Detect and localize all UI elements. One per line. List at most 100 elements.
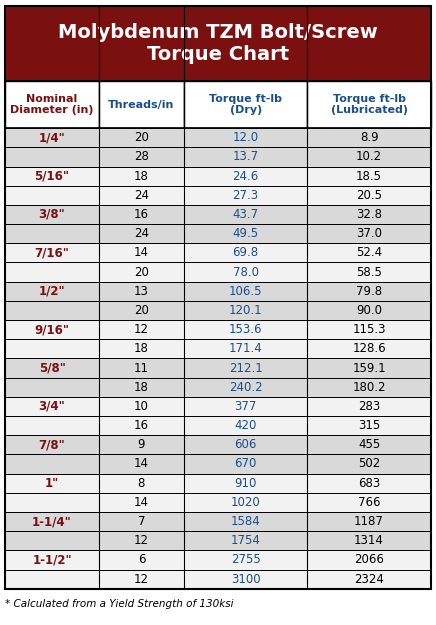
Text: Molybdenum TZM Bolt/Screw
Torque Chart: Molybdenum TZM Bolt/Screw Torque Chart bbox=[58, 23, 378, 64]
Text: 1/4": 1/4" bbox=[39, 131, 65, 144]
Text: 7/8": 7/8" bbox=[39, 438, 65, 451]
Bar bbox=[5, 282, 99, 301]
Text: 24: 24 bbox=[134, 227, 149, 240]
Bar bbox=[307, 301, 431, 320]
Bar bbox=[5, 435, 99, 454]
Bar bbox=[184, 301, 307, 320]
Text: 14: 14 bbox=[134, 246, 149, 259]
Bar bbox=[307, 569, 431, 589]
Text: 3/4": 3/4" bbox=[39, 400, 65, 413]
Bar bbox=[184, 148, 307, 166]
Text: 20: 20 bbox=[134, 304, 149, 317]
Bar bbox=[5, 81, 99, 128]
Text: Torque ft-lb
(Lubricated): Torque ft-lb (Lubricated) bbox=[330, 94, 408, 116]
Text: 12: 12 bbox=[134, 323, 149, 336]
Text: 502: 502 bbox=[358, 458, 380, 471]
Bar bbox=[307, 243, 431, 262]
Bar bbox=[184, 339, 307, 358]
Text: 670: 670 bbox=[235, 458, 257, 471]
Bar bbox=[5, 512, 99, 531]
Bar bbox=[5, 454, 99, 474]
Text: 5/8": 5/8" bbox=[39, 361, 65, 374]
Bar bbox=[5, 186, 99, 205]
Bar bbox=[99, 454, 184, 474]
Bar bbox=[99, 492, 184, 512]
Bar bbox=[99, 569, 184, 589]
Bar bbox=[99, 551, 184, 569]
Text: 20: 20 bbox=[134, 131, 149, 144]
Text: 18: 18 bbox=[134, 169, 149, 182]
Bar bbox=[5, 320, 99, 339]
Bar bbox=[307, 224, 431, 243]
Text: 3100: 3100 bbox=[231, 572, 260, 586]
Bar bbox=[5, 551, 99, 569]
Bar bbox=[307, 166, 431, 186]
Text: 1": 1" bbox=[45, 477, 59, 490]
Text: 58.5: 58.5 bbox=[356, 266, 382, 279]
Text: 455: 455 bbox=[358, 438, 380, 451]
Text: 1754: 1754 bbox=[231, 534, 261, 548]
Bar bbox=[184, 416, 307, 435]
Text: 52.4: 52.4 bbox=[356, 246, 382, 259]
Text: 128.6: 128.6 bbox=[352, 342, 386, 356]
Bar bbox=[5, 378, 99, 397]
Bar bbox=[307, 416, 431, 435]
Bar bbox=[307, 551, 431, 569]
Bar bbox=[184, 262, 307, 282]
Bar bbox=[184, 551, 307, 569]
Text: 16: 16 bbox=[134, 208, 149, 221]
Bar bbox=[5, 128, 99, 148]
Bar bbox=[99, 186, 184, 205]
Bar bbox=[5, 339, 99, 358]
Text: 12: 12 bbox=[134, 572, 149, 586]
Bar bbox=[184, 358, 307, 377]
Bar bbox=[307, 358, 431, 377]
Bar bbox=[184, 282, 307, 301]
Text: 420: 420 bbox=[235, 419, 257, 432]
Text: 283: 283 bbox=[358, 400, 380, 413]
Text: Nominal
Diameter (in): Nominal Diameter (in) bbox=[10, 94, 94, 116]
Text: 115.3: 115.3 bbox=[352, 323, 386, 336]
Text: 13: 13 bbox=[134, 285, 149, 298]
Bar bbox=[5, 243, 99, 262]
Bar bbox=[184, 320, 307, 339]
Text: 20: 20 bbox=[134, 266, 149, 279]
Bar bbox=[307, 339, 431, 358]
Text: 90.0: 90.0 bbox=[356, 304, 382, 317]
Bar bbox=[99, 262, 184, 282]
Bar bbox=[184, 474, 307, 492]
Bar bbox=[5, 205, 99, 224]
Bar bbox=[307, 81, 431, 128]
Text: 18: 18 bbox=[134, 342, 149, 356]
Text: 212.1: 212.1 bbox=[229, 361, 262, 374]
Text: 78.0: 78.0 bbox=[233, 266, 259, 279]
Bar bbox=[184, 186, 307, 205]
Bar bbox=[307, 320, 431, 339]
Bar bbox=[5, 416, 99, 435]
Text: 106.5: 106.5 bbox=[229, 285, 262, 298]
Bar bbox=[5, 397, 99, 416]
Text: 1-1/4": 1-1/4" bbox=[32, 515, 72, 528]
Text: 12: 12 bbox=[134, 534, 149, 548]
Bar bbox=[307, 282, 431, 301]
Bar bbox=[99, 301, 184, 320]
Bar bbox=[307, 128, 431, 148]
Text: 1-1/2": 1-1/2" bbox=[32, 554, 72, 566]
Text: 10: 10 bbox=[134, 400, 149, 413]
Text: 766: 766 bbox=[358, 496, 380, 509]
Text: 20.5: 20.5 bbox=[356, 189, 382, 202]
Bar bbox=[99, 397, 184, 416]
Bar bbox=[99, 224, 184, 243]
Bar bbox=[99, 243, 184, 262]
Text: 12.0: 12.0 bbox=[232, 131, 259, 144]
Bar bbox=[307, 435, 431, 454]
Text: 14: 14 bbox=[134, 458, 149, 471]
Bar bbox=[184, 454, 307, 474]
Text: 18.5: 18.5 bbox=[356, 169, 382, 182]
Text: 606: 606 bbox=[235, 438, 257, 451]
Text: Threads/in: Threads/in bbox=[108, 99, 174, 110]
Bar bbox=[99, 416, 184, 435]
Text: 8.9: 8.9 bbox=[360, 131, 378, 144]
Bar bbox=[184, 224, 307, 243]
Bar bbox=[5, 148, 99, 166]
